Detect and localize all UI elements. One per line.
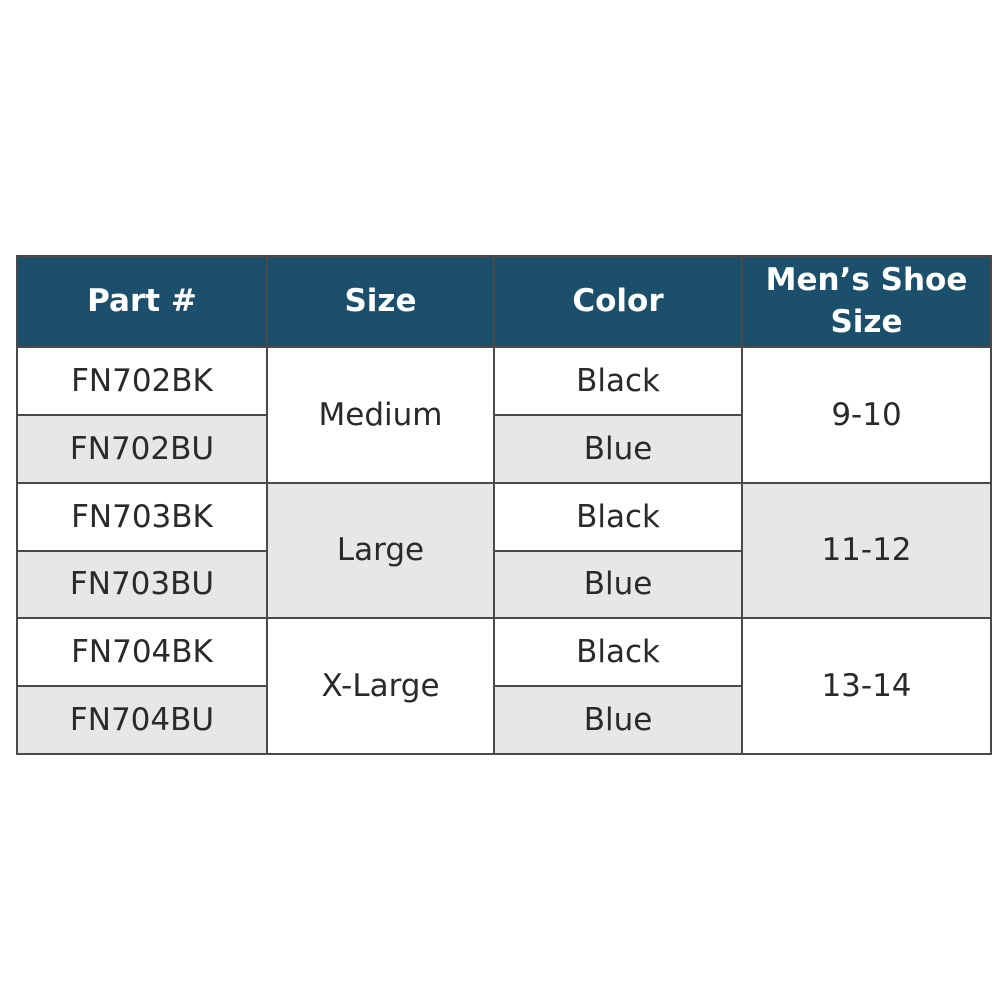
cell-size: X-Large xyxy=(268,619,493,753)
cell-size: Large xyxy=(268,483,493,618)
cell-part: FN703BK xyxy=(18,483,266,550)
header-shoe-size: Men’s Shoe Size xyxy=(743,257,990,346)
size-chart-table: Part # Size Color Men’s Shoe Size FN702B… xyxy=(16,255,992,755)
cell-color: Blue xyxy=(495,551,741,618)
cell-color: Black xyxy=(495,483,741,550)
cell-part: FN702BK xyxy=(18,348,266,414)
cell-size: Medium xyxy=(268,348,493,482)
header-part: Part # xyxy=(18,257,266,346)
cell-color: Black xyxy=(495,348,741,414)
cell-shoe-size: 9-10 xyxy=(743,348,990,482)
cell-part: FN704BK xyxy=(18,619,266,686)
header-shoe-size-text: Men’s Shoe Size xyxy=(765,261,968,340)
cell-part: FN702BU xyxy=(18,415,266,482)
header-color: Color xyxy=(495,257,741,346)
cell-color: Black xyxy=(495,619,741,686)
header-size: Size xyxy=(268,257,493,346)
cell-color: Blue xyxy=(495,687,741,753)
cell-shoe-size: 11-12 xyxy=(743,483,990,618)
cell-part: FN704BU xyxy=(18,687,266,753)
cell-color: Blue xyxy=(495,415,741,482)
cell-shoe-size: 13-14 xyxy=(743,619,990,753)
cell-part: FN703BU xyxy=(18,551,266,618)
